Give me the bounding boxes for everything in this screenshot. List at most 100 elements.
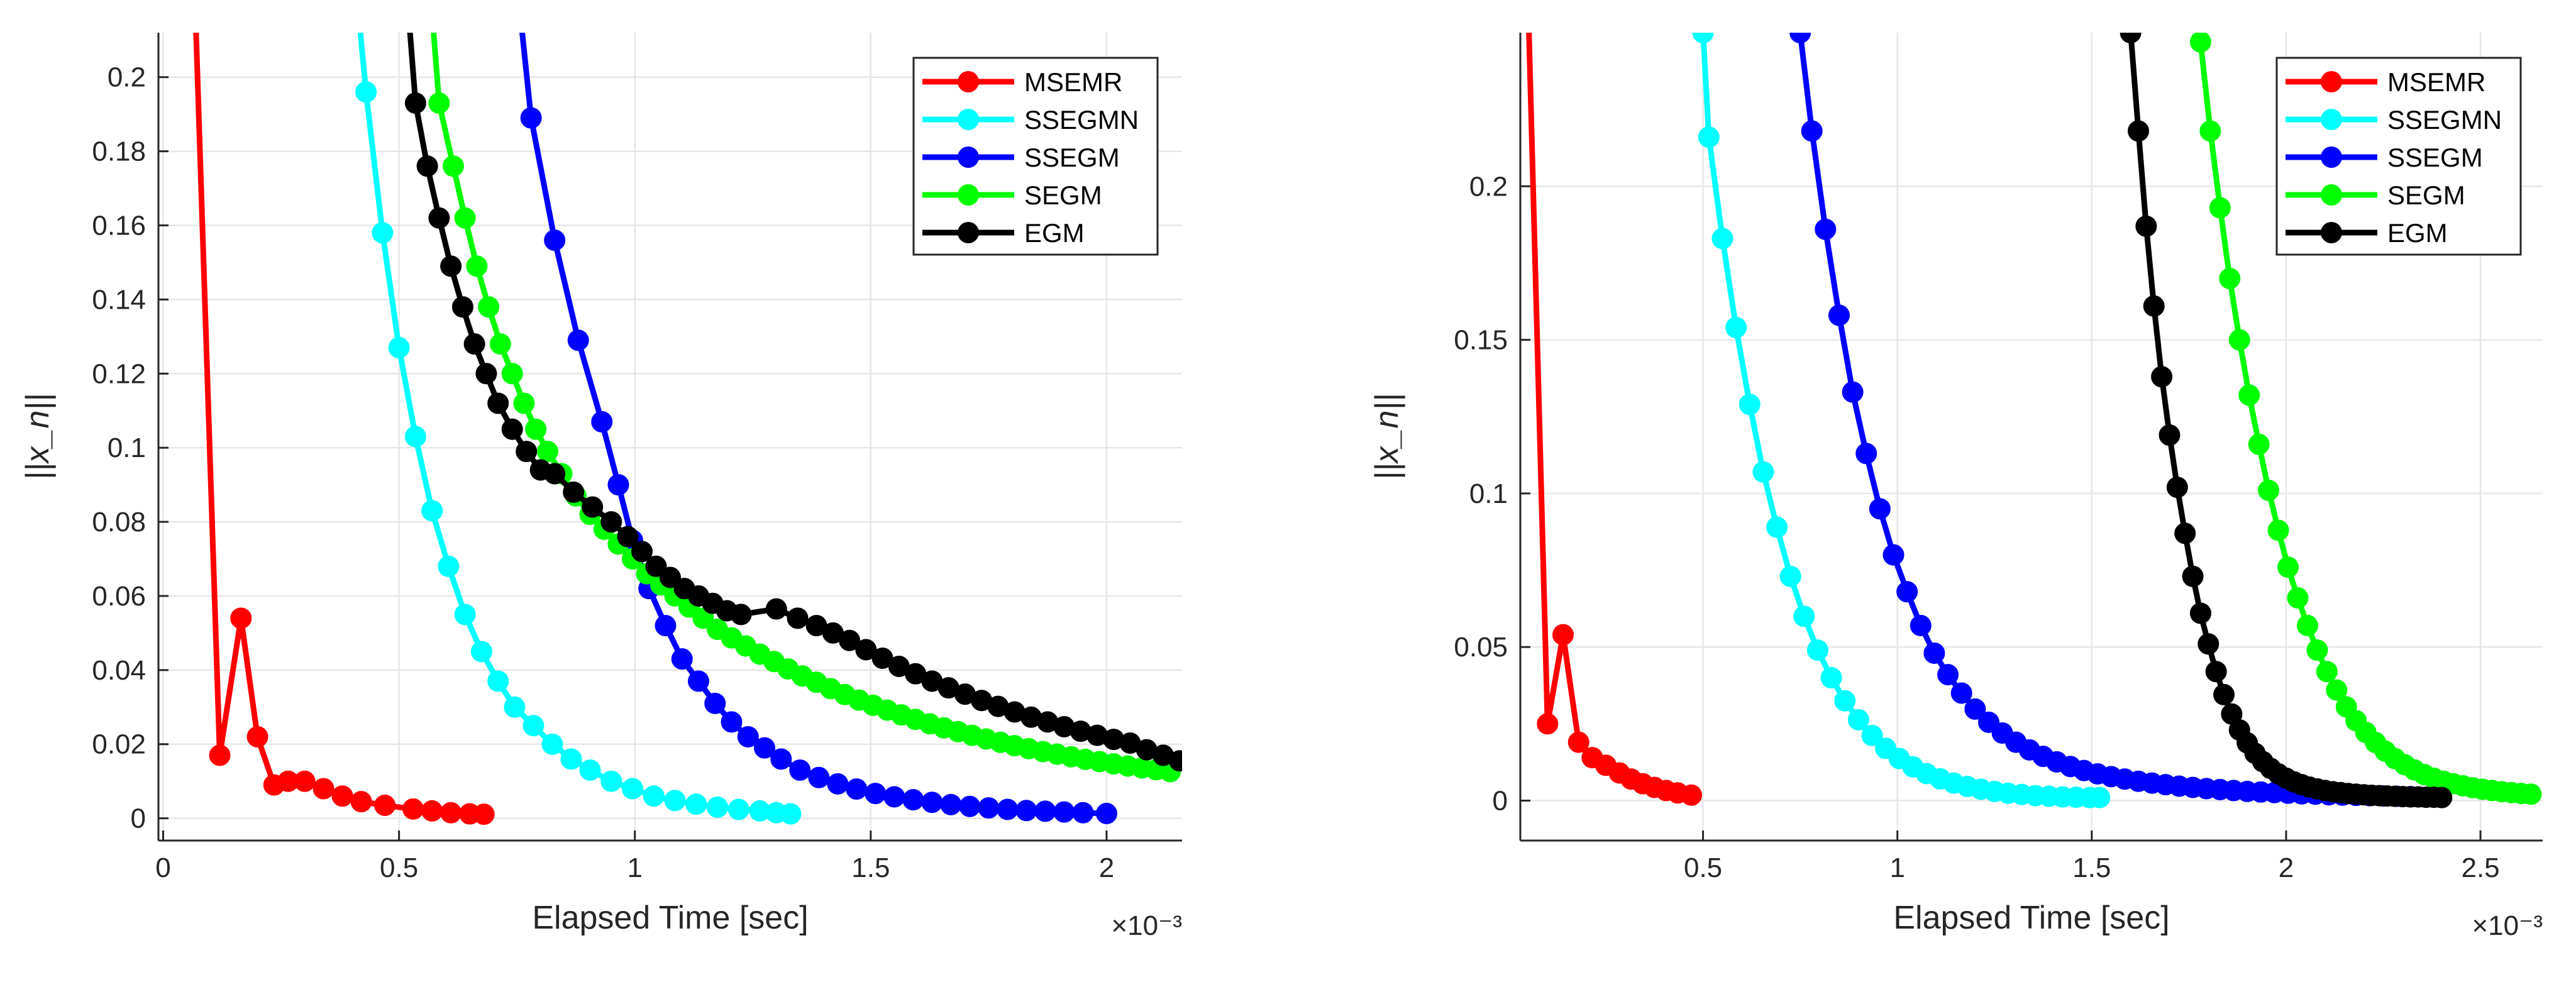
data-point-egm	[2431, 786, 2453, 808]
legend-marker	[958, 109, 979, 130]
data-point-segm	[442, 155, 464, 177]
legend-marker	[958, 146, 979, 168]
data-point-ssegm	[921, 792, 943, 814]
y-axis-label: ||x_n||	[19, 394, 56, 480]
data-point-egm	[451, 296, 473, 318]
data-point-ssegm	[655, 615, 677, 637]
series-layer	[1526, 33, 2542, 808]
x-tick-label: 0	[155, 852, 170, 883]
data-point-ssegm	[520, 107, 542, 129]
legend-marker	[2321, 71, 2342, 92]
data-point-ssegm	[1964, 698, 1986, 720]
data-point-egm	[631, 541, 653, 563]
data-point-ssegmn	[1779, 565, 1801, 587]
data-point-msemr	[440, 802, 462, 824]
x-axis-label: Elapsed Time [sec]	[532, 900, 808, 936]
data-point-egm	[617, 526, 639, 548]
data-point-ssegmn	[664, 790, 686, 812]
data-point-msemr	[331, 785, 353, 807]
chart-left: 0 0.5 1 1.5 2 0 0.02 0.04 0.06 0.08 0.1 0.12 0.14 0.1…	[19, 33, 1182, 941]
data-point-egm	[487, 392, 509, 414]
x-tick-label: 0.5	[380, 852, 418, 883]
x-tick-label: 2	[2279, 852, 2294, 883]
data-point-egm	[2197, 633, 2219, 655]
data-point-msemr	[209, 744, 231, 766]
data-point-egm	[563, 481, 585, 503]
data-point-egm	[600, 511, 622, 533]
data-point-segm	[2228, 329, 2250, 351]
data-point-egm	[428, 207, 450, 229]
data-point-msemr	[473, 803, 495, 825]
data-point-ssegm	[1855, 443, 1877, 465]
data-point-ssegmn	[643, 785, 665, 807]
data-point-segm	[478, 296, 500, 318]
chart-right: 0.5 1 1.5 2 2.5 0 0.05 0.1 0.15 0.2 Elapsed Time […	[1369, 33, 2543, 941]
y-tick-label: 0	[1493, 785, 1508, 816]
data-point-msemr	[312, 778, 334, 800]
y-tick-label: 0.1	[1469, 478, 1508, 509]
data-point-ssegmn	[504, 696, 526, 718]
data-point-ssegm	[1896, 581, 1918, 603]
data-point-msemr	[294, 770, 316, 792]
data-point-ssegm	[1801, 120, 1823, 142]
data-point-segm	[525, 418, 547, 440]
data-point-ssegmn	[1711, 228, 1733, 250]
x-axis-label: Elapsed Time [sec]	[1893, 900, 2169, 936]
data-point-msemr	[1552, 624, 1574, 646]
data-point-ssegm	[721, 711, 743, 733]
data-point-ssegmn	[1725, 317, 1747, 339]
y-tick-label: 0.04	[92, 655, 146, 686]
data-point-egm	[516, 441, 538, 463]
data-point-ssegm	[1789, 33, 1811, 43]
x-exponent-label: ×10⁻³	[1111, 910, 1182, 941]
data-point-ssegm	[1095, 802, 1117, 824]
data-point-egm	[765, 598, 787, 620]
x-tick-label: 2.5	[2461, 852, 2499, 883]
x-tick-label: 2	[1099, 852, 1114, 883]
y-tick-label: 0.15	[1454, 325, 1508, 356]
data-point-msemr	[374, 795, 396, 817]
data-point-egm	[2182, 565, 2204, 587]
data-point-ssegm	[1882, 544, 1904, 566]
data-point-ssegm	[1937, 664, 1959, 686]
data-point-egm	[2151, 366, 2173, 388]
data-point-ssegmn	[1793, 605, 1815, 627]
legend-marker	[2321, 146, 2342, 168]
data-point-ssegmn	[1847, 709, 1869, 731]
data-point-egm	[2174, 522, 2196, 544]
x-exponent-label: ×10⁻³	[2472, 910, 2543, 941]
data-point-egm	[2135, 215, 2157, 237]
data-point-ssegmn	[470, 641, 492, 663]
y-tick-label: 0.18	[92, 136, 146, 167]
data-point-segm	[2277, 556, 2299, 578]
data-point-ssegm	[1034, 800, 1056, 822]
legend-marker	[2321, 184, 2342, 206]
data-point-ssegmn	[1806, 639, 1828, 661]
data-point-ssegmn	[560, 748, 582, 770]
data-point-ssegmn	[355, 81, 377, 103]
data-point-ssegm	[1950, 682, 1972, 704]
data-point-segm	[2520, 783, 2542, 805]
data-point-ssegm	[902, 789, 924, 811]
x-tick-label: 1.5	[2072, 852, 2111, 883]
data-point-ssegm	[1815, 218, 1837, 240]
data-point-egm	[2128, 120, 2150, 142]
data-point-ssegm	[883, 786, 905, 808]
y-axis-label: ||x_n||	[1369, 394, 1405, 480]
legend-marker	[958, 222, 979, 243]
data-point-ssegm	[1828, 304, 1850, 326]
data-point-msemr	[402, 798, 424, 820]
data-point-segm	[2296, 614, 2318, 636]
data-point-segm	[2189, 33, 2211, 53]
data-point-ssegm	[688, 670, 710, 692]
data-point-ssegm	[808, 766, 830, 788]
data-point-ssegm	[978, 797, 1000, 819]
data-point-egm	[582, 496, 604, 518]
x-tick-label: 1	[1889, 852, 1904, 883]
data-point-ssegm	[1053, 801, 1075, 823]
data-point-ssegmn	[1834, 690, 1856, 712]
data-point-segm	[2248, 433, 2270, 455]
data-point-msemr	[1537, 713, 1559, 735]
legend-label: MSEMR	[2387, 67, 2485, 97]
data-point-ssegm	[591, 411, 613, 433]
